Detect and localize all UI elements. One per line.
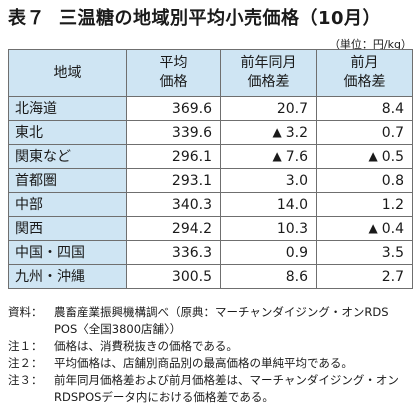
yoy-value: 7.6 [285, 148, 308, 165]
yoy-value: 3.0 [285, 172, 308, 189]
source-note: 資料： 農畜産業振興機構調べ（原典：マーチャンダイジング・オンRDS POS〈全… [8, 304, 412, 338]
yoy-cell: 3.0 [220, 168, 317, 193]
yoy-value: 0.9 [285, 244, 308, 261]
note-text: 前年同月価格差および前月価格差は、マーチャンダイジング・オンRDSPOSデータ内… [54, 373, 399, 404]
region-cell: 北海道 [8, 96, 127, 121]
note-3: 注３： 前年同月価格差および前月価格差は、マーチャンダイジング・オンRDSPOS… [8, 372, 412, 406]
mom-cell: 3.5 [316, 240, 413, 265]
note-text: 平均価格は、店舗別商品別の最高価格の単純平均である。 [54, 356, 353, 370]
header-yoy-diff-line1: 前年同月 [240, 55, 297, 71]
header-region: 地域 [8, 49, 127, 97]
price-cell: 340.3 [126, 192, 221, 217]
table-header: 地域 平均 価格 前年同月 価格差 前月 価格差 [8, 49, 413, 97]
header-average-price-line1: 平均 [159, 55, 188, 71]
yoy-cell: 8.6 [220, 264, 317, 289]
yoy-cell: 20.7 [220, 96, 317, 121]
price-cell: 296.1 [126, 144, 221, 169]
table-body: 北海道 369.6 20.7 8.4 東北 339.6 ▲ 3.2 0.7 関東な… [8, 96, 413, 289]
region-cell: 東北 [8, 120, 127, 145]
notes-section: 資料： 農畜産業振興機構調べ（原典：マーチャンダイジング・オンRDS POS〈全… [8, 304, 412, 406]
region-cell: 中部 [8, 192, 127, 217]
negative-triangle-icon: ▲ [368, 148, 378, 163]
price-cell: 293.1 [126, 168, 221, 193]
note-label: 注１： [8, 339, 43, 353]
negative-triangle-icon: ▲ [272, 124, 282, 139]
header-average-price-line2: 価格 [159, 74, 188, 90]
yoy-cell: 14.0 [220, 192, 317, 217]
table-row: 中国・四国 336.3 0.9 3.5 [8, 240, 413, 265]
mom-value: 0.5 [381, 148, 404, 165]
mom-cell: ▲ 0.4 [316, 216, 413, 241]
yoy-cell: 0.9 [220, 240, 317, 265]
unit-label: （単位：円/kg） [328, 38, 412, 51]
yoy-cell: 10.3 [220, 216, 317, 241]
yoy-value: 20.7 [276, 100, 308, 117]
price-cell: 369.6 [126, 96, 221, 121]
note-2: 注２： 平均価格は、店舗別商品別の最高価格の単純平均である。 [8, 355, 412, 372]
price-table: 地域 平均 価格 前年同月 価格差 前月 価格差 北海道 369.6 20.7 … [8, 49, 413, 289]
mom-value: 0.7 [381, 124, 404, 141]
table-row: 関東など 296.1 ▲ 7.6 ▲ 0.5 [8, 144, 413, 169]
mom-cell: ▲ 0.5 [316, 144, 413, 169]
table-row: 九州・沖縄 300.5 8.6 2.7 [8, 264, 413, 289]
note-text: 農畜産業振興機構調べ（原典：マーチャンダイジング・オンRDS POS〈全国380… [54, 305, 389, 336]
mom-cell: 0.7 [316, 120, 413, 145]
region-cell: 中国・四国 [8, 240, 127, 265]
note-label: 資料： [8, 305, 43, 319]
mom-value: 1.2 [381, 196, 404, 213]
yoy-value: 10.3 [276, 220, 308, 237]
header-mom-diff: 前月 価格差 [316, 49, 413, 97]
mom-value: 3.5 [381, 244, 404, 261]
table-row: 中部 340.3 14.0 1.2 [8, 192, 413, 217]
table-row: 関西 294.2 10.3 ▲ 0.4 [8, 216, 413, 241]
yoy-cell: ▲ 3.2 [220, 120, 317, 145]
mom-cell: 2.7 [316, 264, 413, 289]
negative-triangle-icon: ▲ [368, 220, 378, 235]
price-cell: 339.6 [126, 120, 221, 145]
table-row: 北海道 369.6 20.7 8.4 [8, 96, 413, 121]
header-yoy-diff: 前年同月 価格差 [220, 49, 317, 97]
yoy-value: 14.0 [276, 196, 308, 213]
price-cell: 300.5 [126, 264, 221, 289]
mom-value: 2.7 [381, 268, 404, 285]
region-cell: 九州・沖縄 [8, 264, 127, 289]
header-row: 地域 平均 価格 前年同月 価格差 前月 価格差 [8, 49, 413, 97]
yoy-value: 8.6 [285, 268, 308, 285]
note-1: 注１： 価格は、消費税抜きの価格である。 [8, 338, 412, 355]
note-label: 注２： [8, 356, 43, 370]
mom-cell: 0.8 [316, 168, 413, 193]
header-average-price: 平均 価格 [126, 49, 221, 97]
yoy-value: 3.2 [285, 124, 308, 141]
note-text: 価格は、消費税抜きの価格である。 [54, 339, 238, 353]
yoy-cell: ▲ 7.6 [220, 144, 317, 169]
page-title: 表７ 三温糖の地域別平均小売価格（10月） [8, 4, 381, 30]
mom-cell: 8.4 [316, 96, 413, 121]
region-cell: 関西 [8, 216, 127, 241]
price-cell: 294.2 [126, 216, 221, 241]
note-label: 注３： [8, 373, 43, 387]
header-yoy-diff-line2: 価格差 [247, 74, 290, 90]
mom-value: 0.8 [381, 172, 404, 189]
mom-cell: 1.2 [316, 192, 413, 217]
price-cell: 336.3 [126, 240, 221, 265]
table-title: 三温糖の地域別平均小売価格（10月） [59, 8, 382, 29]
region-cell: 関東など [8, 144, 127, 169]
header-mom-diff-line2: 価格差 [343, 74, 386, 90]
table-row: 首都圏 293.1 3.0 0.8 [8, 168, 413, 193]
header-mom-diff-line1: 前月 [350, 55, 379, 71]
mom-value: 8.4 [381, 100, 404, 117]
mom-value: 0.4 [381, 220, 404, 237]
negative-triangle-icon: ▲ [272, 148, 282, 163]
region-cell: 首都圏 [8, 168, 127, 193]
table-number: 表７ [8, 8, 45, 29]
table-row: 東北 339.6 ▲ 3.2 0.7 [8, 120, 413, 145]
header-region-label: 地域 [53, 64, 82, 81]
